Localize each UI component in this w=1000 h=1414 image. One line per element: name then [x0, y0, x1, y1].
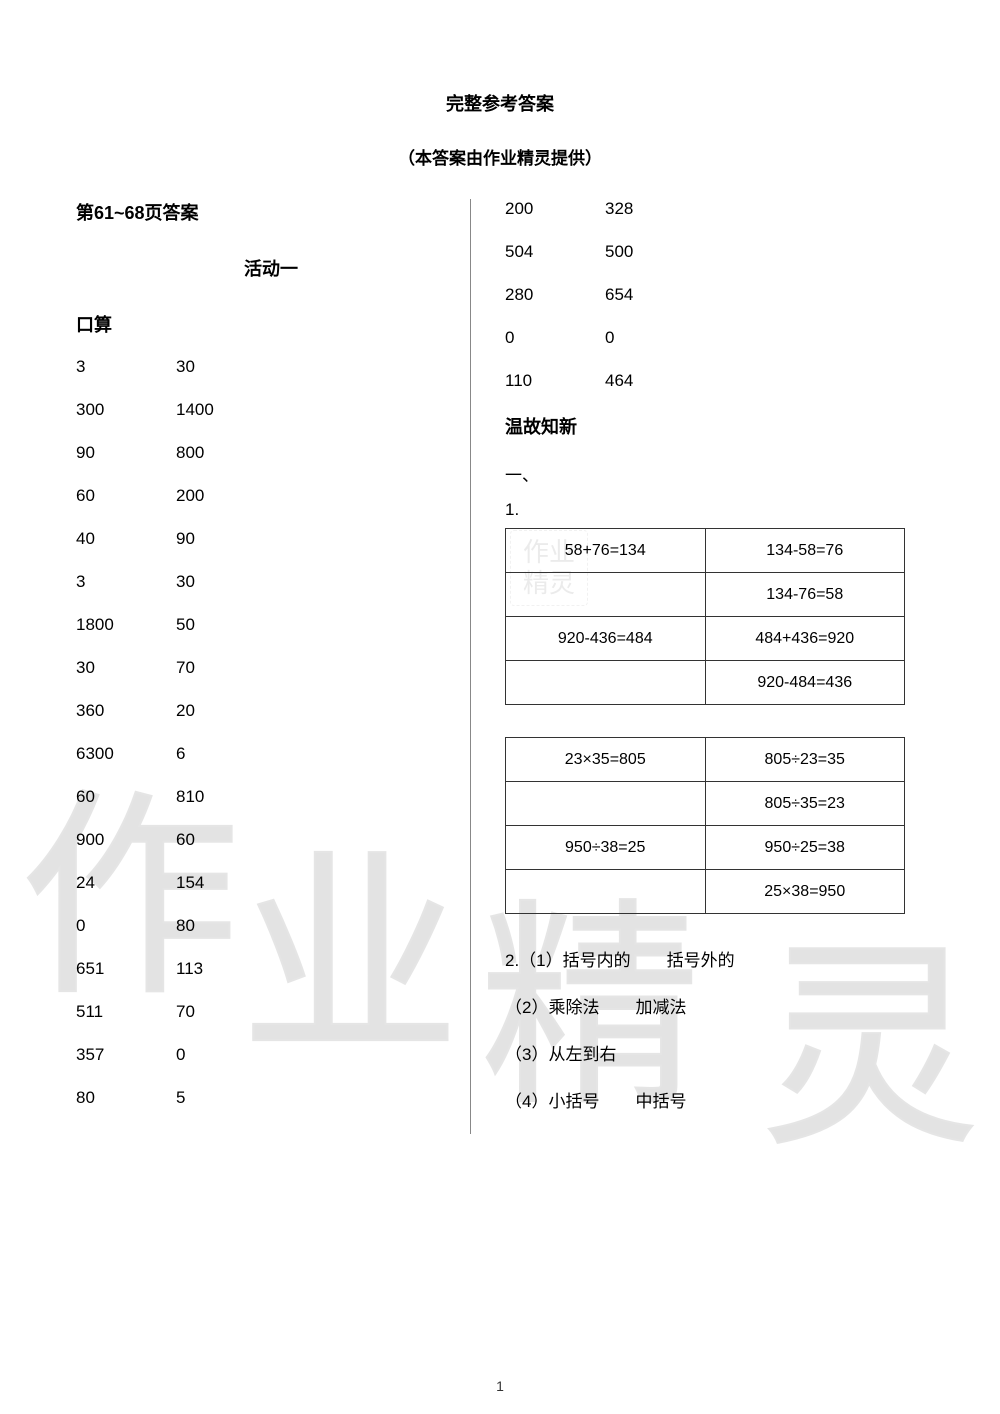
table-cell: 950÷25=38	[705, 826, 905, 870]
data-cell: 357	[76, 1045, 176, 1065]
data-cell: 30	[176, 357, 276, 377]
right-column: 200328 504500 280654 00 110464 温故知新 一、 1. 58…	[475, 199, 905, 1134]
q1-label: 1.	[505, 500, 905, 520]
data-cell: 300	[76, 400, 176, 420]
data-cell: 651	[76, 959, 176, 979]
data-cell: 80	[76, 1088, 176, 1108]
data-cell: 113	[176, 959, 276, 979]
data-cell: 60	[76, 486, 176, 506]
left-section-label: 口算	[76, 311, 466, 337]
data-cell: 70	[176, 1002, 276, 1022]
data-cell: 70	[176, 658, 276, 678]
data-cell: 500	[605, 242, 705, 262]
data-cell: 20	[176, 701, 276, 721]
data-cell: 1400	[176, 400, 276, 420]
data-cell: 5	[176, 1088, 276, 1108]
data-cell: 200	[176, 486, 276, 506]
table-cell	[506, 782, 706, 826]
left-data-grid: 3303001400908006020040903301800503070360…	[76, 357, 466, 1108]
data-cell: 0	[605, 328, 705, 348]
q2-lines: 2.（1）括号内的括号外的 （2）乘除法加减法 （3）从左到右 （4）小括号中括号	[505, 946, 905, 1112]
sub-title: （本答案由作业精灵提供）	[76, 144, 924, 169]
page-number: 1	[496, 1378, 504, 1394]
data-cell: 3	[76, 572, 176, 592]
data-cell: 6	[176, 744, 276, 764]
data-cell: 30	[76, 658, 176, 678]
right-top-grid: 200328 504500 280654 00 110464	[505, 199, 905, 391]
data-cell: 90	[176, 529, 276, 549]
data-cell: 360	[76, 701, 176, 721]
data-cell: 654	[605, 285, 705, 305]
data-cell: 328	[605, 199, 705, 219]
data-cell: 154	[176, 873, 276, 893]
data-cell: 80	[176, 916, 276, 936]
data-cell: 24	[76, 873, 176, 893]
data-cell: 800	[176, 443, 276, 463]
data-cell: 60	[76, 787, 176, 807]
table-cell: 484+436=920	[705, 617, 905, 661]
data-cell: 0	[176, 1045, 276, 1065]
data-cell: 0	[505, 328, 605, 348]
data-cell: 511	[76, 1002, 176, 1022]
table-cell: 23×35=805	[506, 738, 706, 782]
equation-table-2: 23×35=805805÷23=35805÷35=23950÷38=25950÷…	[505, 737, 905, 914]
data-cell: 40	[76, 529, 176, 549]
data-cell: 6300	[76, 744, 176, 764]
data-cell: 200	[505, 199, 605, 219]
table-cell	[506, 870, 706, 914]
answer-line: 2.（1）括号内的括号外的	[505, 946, 905, 971]
table-cell: 920-436=484	[506, 617, 706, 661]
table-cell	[506, 661, 706, 705]
data-cell: 900	[76, 830, 176, 850]
page-range: 第61~68页答案	[76, 199, 466, 225]
data-cell: 110	[505, 371, 605, 391]
table-cell: 805÷35=23	[705, 782, 905, 826]
table-cell: 805÷23=35	[705, 738, 905, 782]
answer-line: （4）小括号中括号	[505, 1087, 905, 1112]
table-cell: 25×38=950	[705, 870, 905, 914]
data-cell: 30	[176, 572, 276, 592]
left-column: 第61~68页答案 活动一 口算 33030014009080060200409…	[76, 199, 466, 1134]
heading-one: 一、	[505, 461, 905, 486]
table-cell: 950÷38=25	[506, 826, 706, 870]
data-cell: 3	[76, 357, 176, 377]
data-cell: 504	[505, 242, 605, 262]
table-cell: 920-484=436	[705, 661, 905, 705]
answer-line: （2）乘除法加减法	[505, 993, 905, 1018]
column-divider	[470, 199, 471, 1134]
data-cell: 810	[176, 787, 276, 807]
review-label: 温故知新	[505, 413, 905, 439]
table-cell: 134-76=58	[705, 573, 905, 617]
content-columns: 第61~68页答案 活动一 口算 33030014009080060200409…	[76, 199, 924, 1134]
main-title: 完整参考答案	[76, 90, 924, 116]
answer-line: （3）从左到右	[505, 1040, 905, 1065]
table-cell	[506, 573, 706, 617]
data-cell: 464	[605, 371, 705, 391]
data-cell: 0	[76, 916, 176, 936]
data-cell: 280	[505, 285, 605, 305]
data-cell: 1800	[76, 615, 176, 635]
table-cell: 134-58=76	[705, 529, 905, 573]
equation-table-1: 58+76=134134-58=76134-76=58920-436=48448…	[505, 528, 905, 705]
table-cell: 58+76=134	[506, 529, 706, 573]
data-cell: 60	[176, 830, 276, 850]
data-cell: 50	[176, 615, 276, 635]
activity-title: 活动一	[76, 255, 466, 281]
data-cell: 90	[76, 443, 176, 463]
